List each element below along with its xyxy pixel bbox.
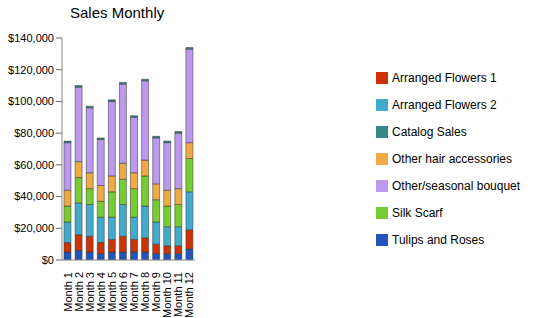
svg-text:Month 6: Month 6 — [117, 272, 129, 312]
html-text:Catalog Sales: Catalog Sales — [392, 124, 467, 139]
html-text:Silk Scarf: Silk Scarf — [392, 205, 443, 220]
svg-text:Month 3: Month 3 — [83, 272, 96, 312]
svg-text:$0: $0 — [42, 254, 54, 266]
svg-text:$120,000: $120,000 — [8, 64, 54, 76]
svg-text:Month 4: Month 4 — [94, 272, 107, 312]
html-text:Arranged Flowers 1: Arranged Flowers 1 — [392, 70, 497, 85]
svg-text:$40,000: $40,000 — [14, 190, 54, 202]
html-text:Tulips and Roses: Tulips and Roses — [392, 232, 485, 247]
html-text:Arranged Flowers 2: Arranged Flowers 2 — [392, 97, 497, 112]
svg-text:Month 12: Month 12 — [183, 272, 195, 318]
svg-text:Month 5: Month 5 — [105, 272, 118, 312]
svg-text:Month 8: Month 8 — [139, 272, 152, 312]
svg-text:$140,000: $140,000 — [8, 32, 54, 44]
svg-text:$60,000: $60,000 — [14, 159, 54, 171]
svg-text:Month 7: Month 7 — [128, 272, 140, 312]
svg-text:Month 9: Month 9 — [150, 272, 163, 312]
html-text:Sales Monthly: Sales Monthly — [70, 4, 165, 21]
svg-text:Month 1: Month 1 — [61, 272, 74, 312]
html-text:Other hair accessories: Other hair accessories — [392, 151, 512, 166]
svg-text:Month 11: Month 11 — [172, 272, 185, 318]
svg-text:$100,000: $100,000 — [8, 95, 54, 107]
svg-text:$20,000: $20,000 — [14, 222, 54, 234]
html-text:Other/seasonal bouquet: Other/seasonal bouquet — [392, 178, 521, 193]
svg-text:Month 10: Month 10 — [161, 272, 174, 318]
svg-text:$80,000: $80,000 — [14, 127, 54, 139]
svg-text:Month 2: Month 2 — [72, 272, 85, 312]
